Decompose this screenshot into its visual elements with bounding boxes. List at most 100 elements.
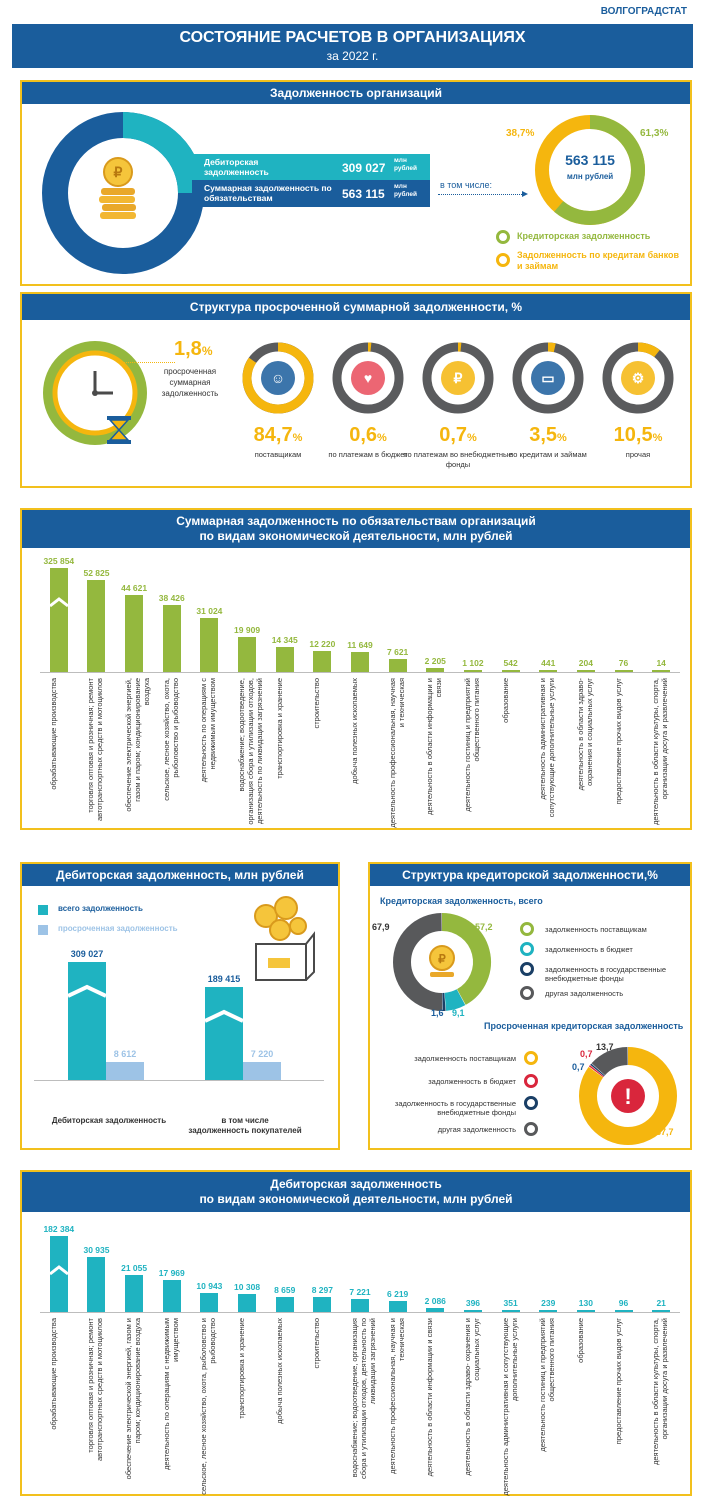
chart-value-label: 182 384 xyxy=(43,1224,75,1234)
chart-value-label: 14 345 xyxy=(271,635,298,646)
receivable-activity-chart: 182 384 обрабатывающие производства 30 935… xyxy=(20,1170,692,1496)
chart-category-label: деятельность в области информации и связ… xyxy=(425,678,444,815)
credit-legend-dot xyxy=(520,942,534,956)
overdue-item-label: прочая xyxy=(625,450,651,459)
overdue-item: ⚙ 10,5% прочая xyxy=(600,340,676,470)
receivable-activity-title-2: по видам экономической деятельности, млн… xyxy=(199,1192,513,1206)
chart-bar xyxy=(463,670,482,672)
axis-break-mark xyxy=(205,1009,243,1023)
svg-text:₽: ₽ xyxy=(454,370,463,386)
worker-icon: ☺ xyxy=(242,342,314,414)
receivable-title: Дебиторская задолженность, млн рублей xyxy=(22,864,338,886)
receivable-bar-total xyxy=(205,987,243,1080)
chart-category-label: торговля оптовая и розничная; ремонт авт… xyxy=(86,678,105,822)
pct-loans: 38,7% xyxy=(506,128,535,139)
chart-category-label: водоснабжение; водоотведение, организаци… xyxy=(237,678,265,825)
chart-category-label: деятельность профессиональная, научная и… xyxy=(387,678,406,828)
receivable-bar-overdue xyxy=(106,1062,144,1080)
clock-illustration xyxy=(43,341,147,445)
axis-break-mark xyxy=(68,984,106,998)
receivable-baseline xyxy=(34,1080,324,1081)
overdue-legend-label: задолженность поставщикам xyxy=(414,1054,516,1063)
chart-value-label: 396 xyxy=(465,1298,481,1308)
receivable-cat2b: задолженность покупателей xyxy=(188,1126,302,1135)
chart-category-label: образование xyxy=(575,1318,585,1363)
including-arrow xyxy=(438,194,524,195)
credit-card-icon: ▭ xyxy=(512,342,584,414)
credit-overdue-value: 0,7 xyxy=(572,1062,585,1072)
credit-total-value: 67,9 xyxy=(372,922,390,932)
overdue-item-value: 0,6% xyxy=(320,424,416,447)
chart-bar xyxy=(49,1236,68,1312)
overdue-item-value: 10,5% xyxy=(590,424,686,447)
debt-title: Задолженность организаций xyxy=(22,82,690,104)
chart-category-label: обеспечение электрической энергией, газо… xyxy=(124,678,152,812)
debt-ring: ₽ xyxy=(42,112,204,274)
chart-bar xyxy=(388,658,407,672)
chart-value-label: 21 xyxy=(656,1298,666,1308)
chart-category-label: сельское, лесное хозяйство, охота, рыбол… xyxy=(161,678,180,801)
axis-break-mark xyxy=(49,597,68,608)
overdue-legend-dot xyxy=(524,1122,538,1136)
chart-category-label: добыча полезных ископаемых xyxy=(350,678,359,784)
overdue-share-value: 1,8 xyxy=(174,338,202,360)
receivable-value-label: 309 027 xyxy=(70,949,104,959)
chart-bar xyxy=(313,650,332,672)
chart-category-label: деятельность административная и сопутств… xyxy=(500,1318,519,1496)
chart-value-label: 239 xyxy=(541,1298,556,1308)
chart-bar xyxy=(238,637,257,672)
donut-unit: млн рублей xyxy=(566,172,614,181)
chart-value-label: 10 943 xyxy=(196,1280,223,1291)
overdue-item-number: 10,5 xyxy=(613,424,653,446)
chart-category-label: строительство xyxy=(312,1318,322,1369)
legend-credit-label: Кредиторская задолженность xyxy=(517,231,651,241)
total-value: 563 115 xyxy=(342,187,385,201)
chart-value-label: 17 969 xyxy=(158,1268,185,1279)
donut-slice xyxy=(393,913,443,1011)
hourglass-icon xyxy=(107,416,131,444)
donut-slice xyxy=(441,913,491,1005)
chart-value-label: 7 221 xyxy=(349,1287,371,1298)
chart-value-label: 6 219 xyxy=(387,1288,409,1299)
chart-value-label: 8 659 xyxy=(274,1284,296,1295)
overdue-legend-dot xyxy=(524,1074,538,1088)
overdue-item-label: поставщикам xyxy=(254,450,302,459)
chart-bar xyxy=(652,670,671,672)
overdue-item-label: по платежам во внебюджетные фонды xyxy=(403,450,513,469)
chart-value-label: 351 xyxy=(503,1298,518,1308)
overdue-legend-dot xyxy=(524,1096,538,1110)
overdue-item: ₽0,7% по платежам во внебюджетные фонды xyxy=(403,340,513,470)
money-box-icon xyxy=(254,896,315,981)
axis-break-mark xyxy=(49,1265,68,1276)
chart-value-label: 12 220 xyxy=(309,638,336,649)
overdue-item: ☺ 84,7% поставщикам xyxy=(240,340,316,470)
chart-bar xyxy=(200,1292,219,1312)
legend-total-swatch xyxy=(38,905,48,915)
coin-stack-icon: ₽ xyxy=(99,157,136,219)
coins-icon: ⚙ xyxy=(602,342,674,414)
chart-category-label: строительство xyxy=(312,678,322,729)
chart-bar xyxy=(614,670,633,672)
total-activity-chart: 325 854 обрабатывающие производства 52 825… xyxy=(20,508,692,830)
legend-overdue-label: просроченная задолженность xyxy=(58,924,178,933)
chart-value-label: 30 935 xyxy=(83,1245,110,1255)
receivable-cat2a: в том числе xyxy=(221,1116,269,1125)
receivable-label: Дебиторская задолженность xyxy=(204,157,269,177)
credit-legend-label: задолженность в бюджет xyxy=(545,945,633,954)
receivable-value-label: 189 415 xyxy=(207,974,241,984)
chart-category-label: обеспечение электрической энергией, газо… xyxy=(124,1318,143,1480)
chart-value-label: 44 621 xyxy=(121,582,148,593)
chart-bar xyxy=(652,1310,671,1312)
agency-name: ВОЛГОГРАДСТАТ xyxy=(600,6,687,17)
svg-text:☺: ☺ xyxy=(271,370,285,386)
legend-total-label: всего задолженность xyxy=(58,904,143,913)
chart-category-label: деятельность профессиональная, научная и… xyxy=(387,1318,406,1474)
credit-legend-dot xyxy=(520,922,534,936)
chart-category-label: деятельность в области информации и связ… xyxy=(425,1318,435,1477)
receivable-bar: Дебиторская задолженность 309 027 млн ру… xyxy=(192,154,430,180)
receivable-chart: 309 027 189 415 8 612 7 220 Дебиторская задо… xyxy=(20,862,340,1150)
chart-bar xyxy=(463,1310,482,1312)
chart-bar xyxy=(275,647,294,672)
chart-bar xyxy=(275,1296,294,1312)
receivable-activity-panel: Дебиторская задолженность по видам эконо… xyxy=(20,1170,692,1496)
